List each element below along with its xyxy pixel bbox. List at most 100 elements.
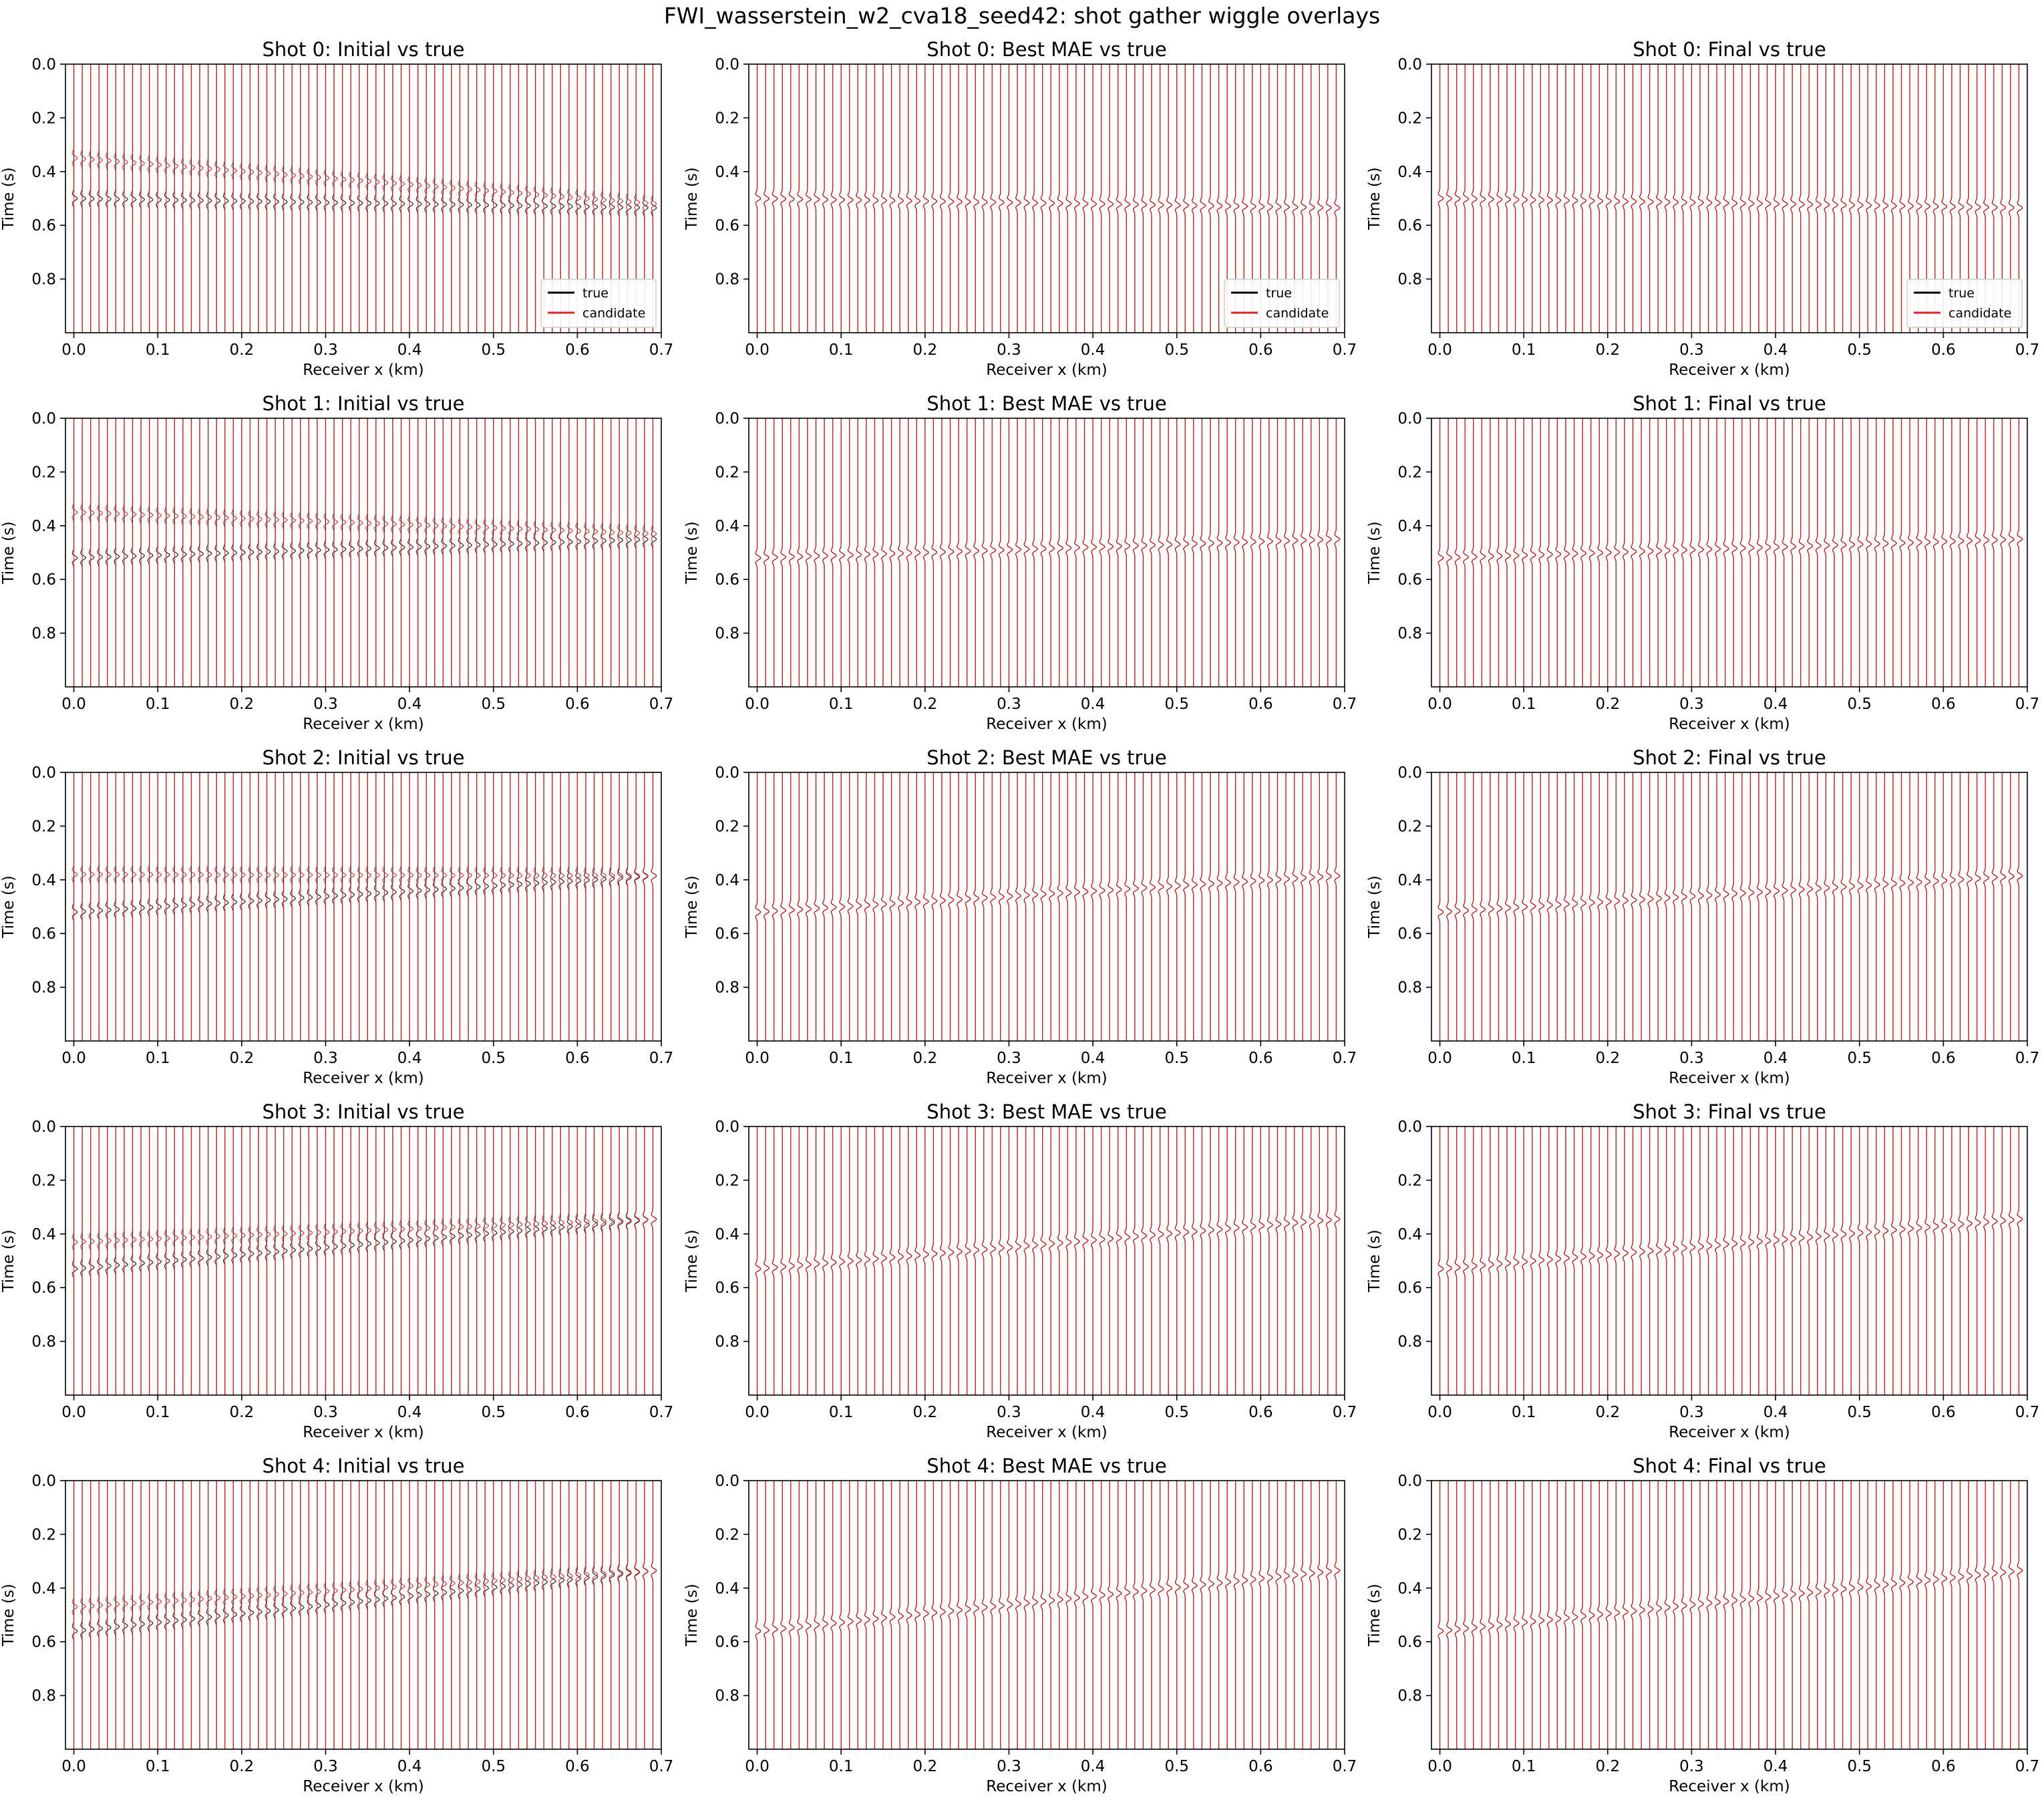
x-tick-label: 0.2 [230, 1050, 254, 1067]
x-tick-label: 0.2 [1596, 341, 1621, 359]
y-tick-label: 0.8 [31, 980, 56, 997]
x-tick-label: 0.0 [1427, 1404, 1452, 1421]
x-tick-label: 0.1 [1512, 1758, 1536, 1775]
x-tick-label: 0.4 [1081, 1404, 1105, 1421]
legend-label: candidate [582, 306, 645, 321]
figure-suptitle: FWI_wasserstein_w2_cva18_seed42: shot ga… [664, 3, 1380, 29]
subplot-title: Shot 1: Final vs true [1633, 392, 1826, 415]
y-tick-label: 0.2 [715, 1526, 739, 1543]
y-tick-label: 0.6 [715, 1280, 739, 1297]
subplot-title: Shot 1: Initial vs true [262, 392, 464, 415]
legend-label: true [1266, 286, 1292, 301]
y-axis-label: Time (s) [1366, 875, 1383, 939]
y-tick-label: 0.0 [1397, 1118, 1422, 1136]
y-axis-label: Time (s) [1366, 167, 1383, 231]
y-tick-label: 0.0 [31, 1473, 56, 1490]
x-tick-label: 0.5 [1164, 1050, 1189, 1067]
x-tick-label: 0.5 [1847, 1050, 1872, 1067]
y-tick-label: 0.0 [1397, 410, 1422, 428]
x-tick-label: 0.6 [1248, 1050, 1273, 1067]
y-tick-label: 0.0 [31, 1118, 56, 1136]
x-tick-label: 0.1 [146, 341, 170, 359]
y-tick-label: 0.8 [1397, 271, 1422, 289]
y-tick-label: 0.4 [1397, 518, 1422, 535]
y-tick-label: 0.2 [1397, 818, 1422, 835]
x-tick-label: 0.0 [745, 1758, 770, 1775]
x-tick-label: 0.3 [1679, 1404, 1704, 1421]
x-tick-label: 0.2 [913, 1404, 938, 1421]
x-tick-label: 0.7 [2015, 1404, 2040, 1421]
x-tick-label: 0.6 [1931, 1758, 1956, 1775]
y-tick-label: 0.0 [715, 56, 739, 73]
y-tick-label: 0.4 [715, 1226, 739, 1243]
y-tick-label: 0.8 [715, 1334, 739, 1351]
x-tick-label: 0.2 [230, 1758, 254, 1775]
x-tick-label: 0.3 [1679, 1050, 1704, 1067]
x-tick-label: 0.0 [745, 1050, 770, 1067]
x-tick-label: 0.4 [397, 341, 422, 359]
y-tick-label: 0.8 [715, 625, 739, 643]
subplot-title: Shot 0: Final vs true [1633, 38, 1826, 61]
subplot-title: Shot 2: Best MAE vs true [926, 746, 1166, 769]
subplot-title: Shot 2: Initial vs true [262, 746, 464, 769]
x-tick-label: 0.0 [1427, 341, 1452, 359]
x-tick-label: 0.2 [1596, 1050, 1621, 1067]
x-tick-label: 0.1 [146, 1404, 170, 1421]
subplot-title: Shot 3: Final vs true [1633, 1100, 1826, 1123]
subplot-title: Shot 3: Initial vs true [262, 1100, 464, 1123]
y-tick-label: 0.2 [31, 464, 56, 481]
x-tick-label: 0.7 [649, 1404, 674, 1421]
y-tick-label: 0.2 [715, 110, 739, 127]
x-tick-label: 0.6 [565, 1758, 590, 1775]
x-tick-label: 0.6 [1248, 341, 1273, 359]
x-tick-label: 0.1 [1512, 1404, 1536, 1421]
x-tick-label: 0.5 [1847, 696, 1872, 713]
x-tick-label: 0.6 [565, 1404, 590, 1421]
x-tick-label: 0.4 [1763, 341, 1788, 359]
subplot-title: Shot 0: Initial vs true [262, 38, 464, 61]
x-tick-label: 0.3 [997, 1758, 1021, 1775]
x-tick-label: 0.4 [397, 1050, 422, 1067]
y-tick-label: 0.0 [1397, 1473, 1422, 1490]
y-tick-label: 0.6 [31, 925, 56, 943]
x-tick-label: 0.3 [997, 1050, 1021, 1067]
x-tick-label: 0.6 [1248, 1404, 1273, 1421]
y-axis-label: Time (s) [0, 875, 17, 939]
x-tick-label: 0.0 [1427, 1050, 1452, 1067]
x-tick-label: 0.6 [1248, 696, 1273, 713]
y-tick-label: 0.8 [31, 271, 56, 289]
x-tick-label: 0.4 [1081, 1050, 1105, 1067]
x-tick-label: 0.5 [1847, 1404, 1872, 1421]
x-tick-label: 0.7 [649, 1050, 674, 1067]
y-tick-label: 0.2 [31, 1172, 56, 1189]
y-axis-label: Time (s) [683, 1584, 701, 1647]
x-tick-label: 0.0 [61, 1404, 86, 1421]
y-tick-label: 0.6 [31, 1634, 56, 1651]
x-axis-label: Receiver x (km) [303, 1070, 423, 1087]
x-tick-label: 0.7 [649, 341, 674, 359]
x-tick-label: 0.1 [829, 696, 854, 713]
x-tick-label: 0.0 [61, 1050, 86, 1067]
y-tick-label: 0.2 [31, 818, 56, 835]
y-axis-label: Time (s) [1366, 1584, 1383, 1647]
x-tick-label: 0.1 [1512, 1050, 1536, 1067]
y-axis-label: Time (s) [1366, 521, 1383, 585]
y-tick-label: 0.0 [1397, 764, 1422, 782]
x-tick-label: 0.5 [1164, 1404, 1189, 1421]
x-tick-label: 0.4 [1081, 1758, 1105, 1775]
y-tick-label: 0.2 [715, 464, 739, 481]
y-tick-label: 0.6 [1397, 571, 1422, 589]
x-tick-label: 0.5 [481, 341, 506, 359]
x-tick-label: 0.6 [565, 341, 590, 359]
x-tick-label: 0.5 [481, 1050, 506, 1067]
y-axis-label: Time (s) [683, 875, 701, 939]
x-tick-label: 0.6 [1931, 1404, 1956, 1421]
y-tick-label: 0.6 [715, 571, 739, 589]
y-tick-label: 0.0 [31, 56, 56, 73]
y-tick-label: 0.8 [715, 271, 739, 289]
y-tick-label: 0.0 [715, 1473, 739, 1490]
x-tick-label: 0.3 [313, 1758, 338, 1775]
x-tick-label: 0.7 [649, 696, 674, 713]
